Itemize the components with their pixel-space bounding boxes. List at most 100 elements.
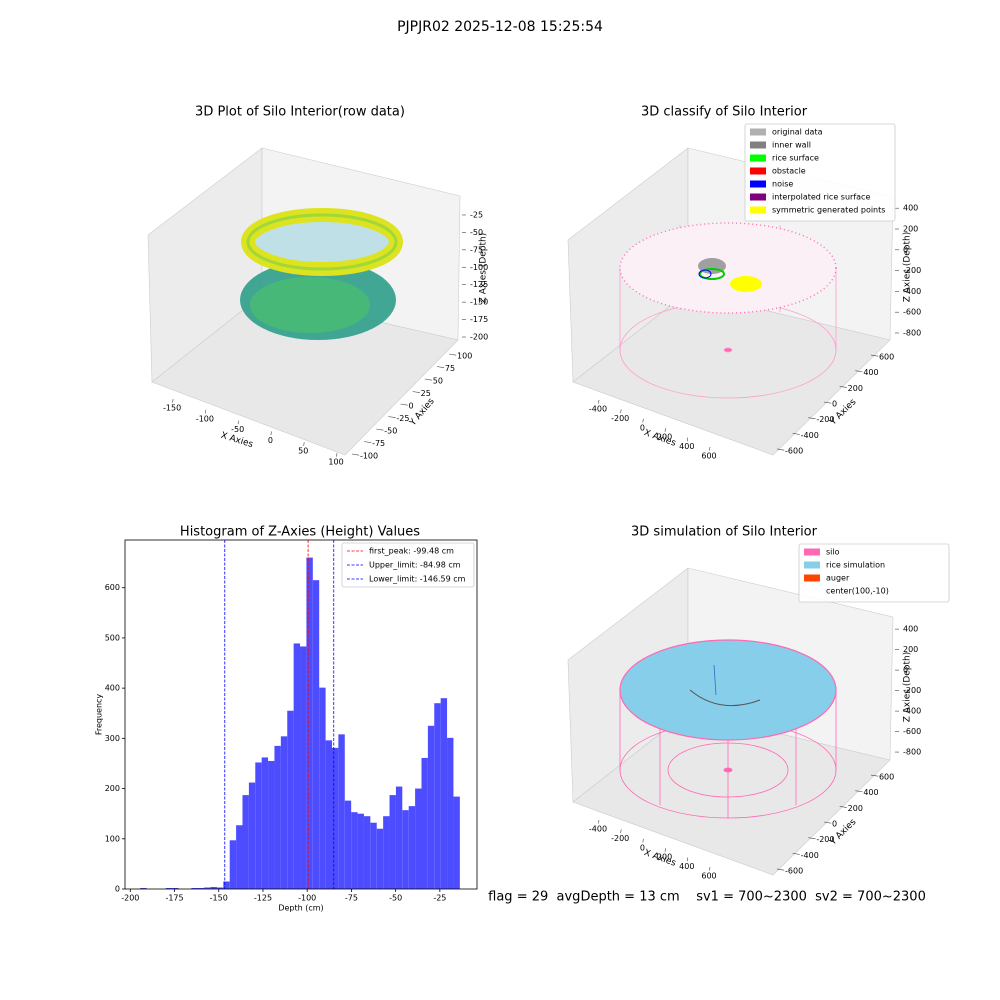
z-tick-label: 200	[903, 645, 918, 654]
tick-mark	[424, 378, 433, 381]
legend-label: first_peak: -99.48 cm	[369, 547, 454, 556]
bar	[229, 840, 237, 889]
legend-label: original data	[772, 128, 823, 137]
x-tick-label: -100	[196, 414, 214, 423]
x-tick-label: -125	[254, 894, 272, 903]
tick-mark	[270, 431, 272, 436]
tick-mark	[620, 409, 622, 414]
x-tick-label: 0	[640, 843, 645, 852]
legend-label: interpolated rice surface	[772, 193, 870, 202]
legend-swatch	[750, 193, 766, 201]
tick-mark	[709, 446, 711, 451]
x-tick-label: -175	[165, 894, 183, 903]
z-tick-label: 200	[903, 225, 918, 234]
y-tick-label: 400	[863, 788, 878, 797]
z-tick-label: 0	[903, 666, 908, 675]
y-tick-label: 75	[445, 364, 455, 373]
point-cloud-1	[240, 208, 403, 340]
z-tick-label: -25	[470, 210, 483, 219]
tick-mark	[664, 848, 666, 852]
x-tick-label: -100	[298, 894, 316, 903]
z-axis-label: Z Axies (Depth)	[903, 232, 913, 303]
y-tick-label: -75	[372, 439, 385, 448]
z-tick-label: -200	[470, 333, 488, 342]
legend-label: rice surface	[772, 154, 819, 163]
tick-mark	[400, 403, 408, 406]
bar	[204, 887, 211, 889]
legend-box	[798, 543, 950, 603]
z-axis-label: Z Axies (Depth)	[479, 233, 489, 304]
bar	[402, 810, 409, 889]
tick-mark	[237, 420, 239, 425]
tick-mark	[303, 442, 305, 446]
tick-mark	[598, 399, 600, 404]
legend-label: silo	[826, 548, 840, 557]
legend-swatch	[804, 574, 820, 582]
tick-mark	[808, 837, 816, 840]
y-tick-label: 0	[409, 402, 414, 411]
x-tick-label: -150	[210, 894, 228, 903]
z-tick-label: -175	[470, 315, 488, 324]
bar	[363, 816, 371, 889]
y-tick-label: -200	[816, 835, 834, 844]
bar	[191, 887, 198, 889]
legend-label: auger	[826, 574, 850, 583]
z-tick-label: 0	[903, 245, 908, 254]
y-tick-label: -25	[396, 414, 409, 423]
x-axis-label: Depth (cm)	[278, 904, 323, 913]
tick-mark	[855, 370, 863, 373]
tick-mark	[205, 409, 207, 414]
z-tick-label: -125	[470, 280, 488, 289]
tick-mark	[686, 857, 689, 862]
z-tick-label: -100	[470, 263, 488, 272]
bar	[447, 737, 454, 889]
y-tick-label: 100	[457, 352, 472, 361]
bar	[319, 687, 326, 889]
tick-mark	[839, 386, 847, 388]
tick-mark	[792, 853, 800, 855]
y-tick-label: -100	[360, 452, 378, 461]
y-tick-label: 200	[848, 804, 863, 813]
x-tick-label: 0	[268, 436, 273, 445]
legend-label: Upper_limit: -84.98 cm	[369, 561, 461, 570]
tick-mark	[642, 838, 644, 843]
tick-mark	[870, 354, 879, 357]
z-tick-label: -600	[903, 308, 921, 317]
tick-mark	[839, 806, 847, 808]
legend-label: noise	[772, 180, 793, 189]
silo-model-4	[619, 639, 837, 819]
legend-label: Lower_limit: -146.59 cm	[369, 575, 466, 584]
bar	[293, 643, 301, 889]
bar	[331, 747, 339, 889]
legend-swatch	[804, 548, 820, 556]
z-tick-label: -800	[903, 748, 921, 757]
x-tick-label: -25	[433, 894, 446, 903]
legend-swatch	[750, 141, 766, 149]
bar	[248, 782, 256, 889]
z-tick-label: -75	[470, 245, 483, 254]
legend-swatch	[750, 167, 766, 175]
bar	[287, 710, 294, 889]
bar	[357, 813, 364, 889]
subplot-title: 3D classify of Silo Interior	[641, 105, 808, 120]
tick-mark	[664, 428, 666, 432]
x-tick-label: -75	[345, 894, 358, 903]
bar	[376, 828, 384, 889]
z-tick-label: -400	[903, 287, 921, 296]
x-tick-label: 100	[328, 458, 343, 467]
tick-mark	[388, 416, 396, 418]
z-tick-label: -400	[903, 707, 921, 716]
bar	[344, 800, 352, 889]
y-tick-label: 200	[105, 784, 120, 793]
tick-mark	[776, 448, 785, 451]
y-tick-label: 600	[105, 583, 120, 592]
x-tick-label: 400	[679, 442, 694, 451]
tick-mark	[823, 401, 832, 404]
bar	[370, 822, 377, 889]
y-tick-label: 100	[105, 834, 120, 843]
bar	[434, 703, 441, 889]
tick-mark	[620, 829, 622, 834]
bar	[210, 886, 217, 889]
subplot-title: 3D Plot of Silo Interior(row data)	[195, 105, 405, 120]
